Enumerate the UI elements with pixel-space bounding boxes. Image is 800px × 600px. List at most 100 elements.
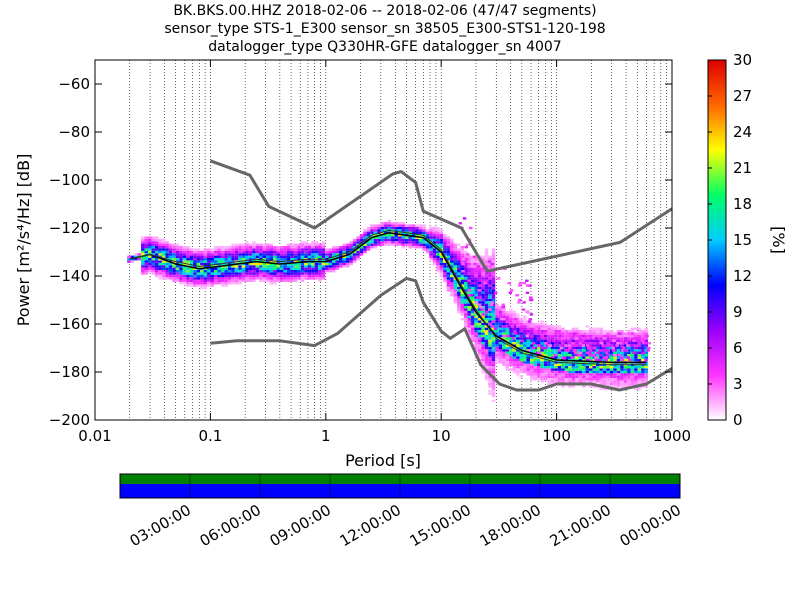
heatmap-cell [457,286,461,290]
heatmap-cell [467,315,471,318]
heatmap-cell [151,238,155,242]
heatmap-cell [259,246,263,249]
heatmap-cell [474,349,478,352]
heatmap-cell [241,279,246,282]
heatmap-cell [276,246,280,249]
heatmap-cell [290,277,294,280]
heatmap-cell [300,248,305,251]
heatmap-cell [432,258,437,261]
heatmap-cell [307,250,312,254]
heatmap-cell [457,308,461,311]
title-line-1: BK.BKS.00.HHZ 2018-02-06 -- 2018-02-06 (… [173,3,597,19]
heatmap-cell [248,253,253,256]
heatmap-cell [578,356,583,359]
heatmap-cell [644,354,649,357]
heatmap-cell [224,265,228,268]
heatmap-cell [484,375,489,378]
heatmap-cell [436,255,440,258]
heatmap-cell [279,250,284,254]
heatmap-cell [460,296,464,299]
heatmap-cell [540,361,544,364]
heatmap-cell [554,327,558,330]
heatmap-cell [168,277,173,280]
heatmap-cell [540,373,544,376]
heatmap-cell [307,265,312,268]
heatmap-cell [311,243,315,246]
heatmap-cell [286,279,291,282]
heatmap-cell [484,262,489,266]
heatmap-cell [238,274,242,278]
heatmap-cell [602,337,607,340]
heatmap-cell [606,373,610,376]
heatmap-cell [484,306,489,309]
heatmap-cell [536,334,541,338]
heatmap-cell [325,248,329,251]
heatmap-cell [342,250,346,254]
heatmap-cell [279,272,284,275]
heatmap-cell [620,375,624,378]
heatmap-cell [525,291,530,294]
heatmap-cell [505,322,510,326]
heatmap-cell [457,272,461,275]
heatmap-cell [561,380,565,383]
heatmap-cell [477,356,482,359]
heatmap-cell [453,270,458,273]
heatmap-cell [481,296,485,299]
heatmap-cell [168,253,173,256]
heatmap-cell [443,272,447,275]
heatmap-cell [637,380,642,383]
heatmap-cell [644,337,649,340]
heatmap-cell [463,250,468,254]
heatmap-cell [307,246,312,249]
heatmap-cell [526,356,530,359]
heatmap-cell [151,243,155,246]
heatmap-cell [634,373,638,376]
heatmap-cell [602,330,607,333]
heatmap-cell [536,373,541,376]
heatmap-cell [573,332,577,335]
heatmap-cell [321,243,326,246]
heatmap-cell [536,330,541,333]
heatmap-cell [495,303,499,306]
heatmap-cell [533,344,537,347]
heatmap-cell [161,262,166,266]
heatmap-cell [411,234,416,237]
heatmap-cell [186,272,190,275]
heatmap-cell [488,342,492,345]
heatmap-cell [474,258,478,261]
heatmap-cell [203,270,208,273]
heatmap-cell [630,368,635,371]
heatmap-cell [502,310,506,314]
heatmap-cell [634,370,638,374]
heatmap-cell [259,243,263,246]
heatmap-cell [311,262,315,266]
heatmap-cell [587,346,592,350]
heatmap-cell [620,373,624,376]
heatmap-cell [491,291,496,294]
heatmap-cell [543,378,548,381]
heatmap-cell [189,277,194,280]
heatmap-cell [582,368,586,371]
heatmap-cell [491,342,496,345]
heatmap-cell [627,354,631,357]
heatmap-cell [609,375,614,378]
heatmap-cell [266,253,270,256]
heatmap-cell [370,231,374,234]
heatmap-cell [262,277,267,280]
heatmap-cell [168,262,173,266]
heatmap-cell [554,370,558,374]
heatmap-cell [543,325,548,328]
heatmap-cell [529,332,534,335]
heatmap-cell [446,279,451,282]
heatmap-cell [488,339,492,342]
heatmap-cell [311,246,315,249]
heatmap-cell [220,267,225,270]
heatmap-cell [571,370,576,374]
heatmap-cell [467,327,471,330]
heatmap-cell [245,267,249,270]
heatmap-cell [290,248,294,251]
heatmap-cell [568,385,572,388]
heatmap-cell [457,255,461,258]
heatmap-cell [363,229,367,232]
heatmap-cell [220,248,225,251]
